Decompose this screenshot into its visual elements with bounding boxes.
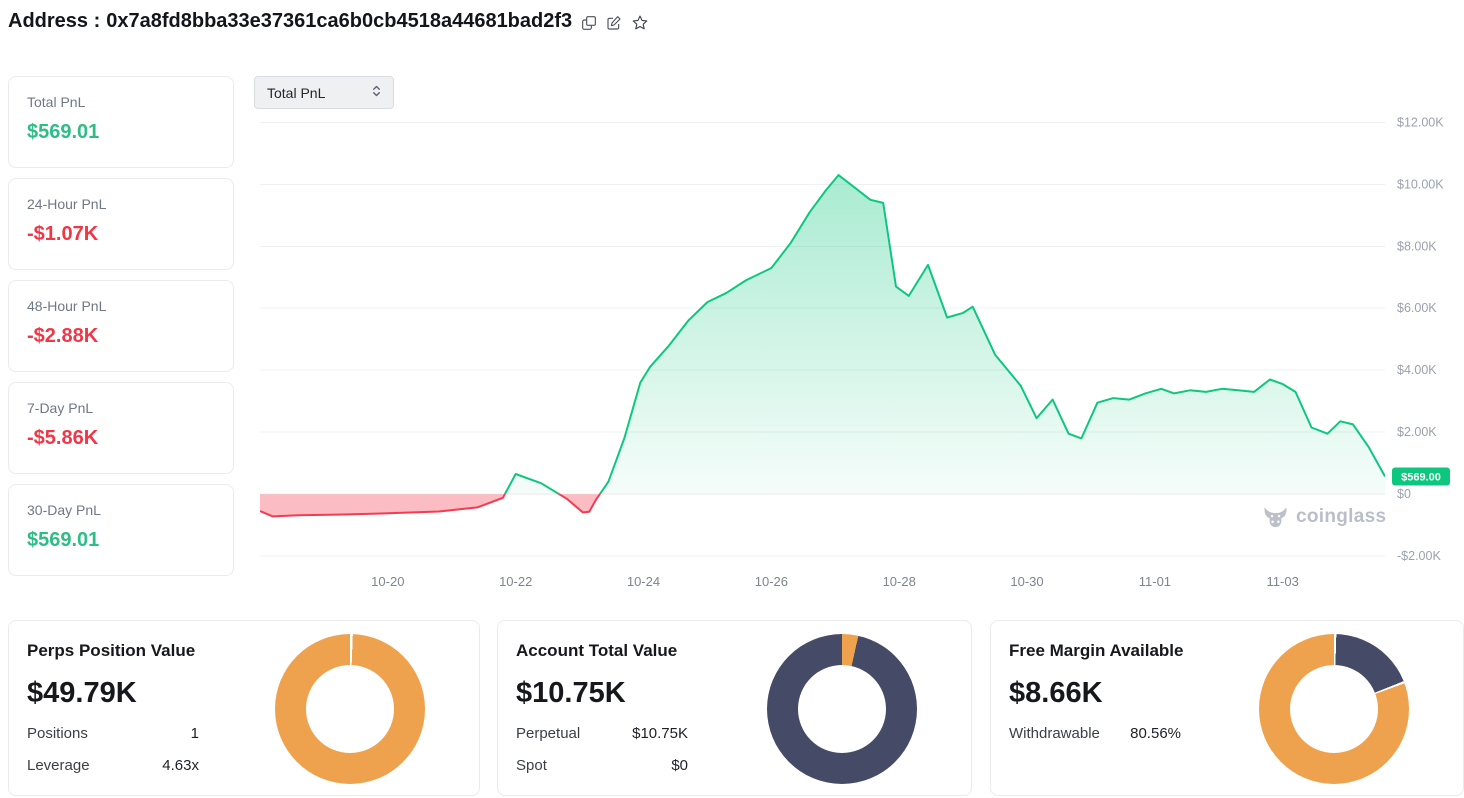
pnl-type-select[interactable]: Total PnL: [254, 76, 394, 109]
coinglass-logo-icon: [1264, 507, 1287, 528]
metric-label: Spot: [516, 757, 547, 774]
address-label: Address :: [8, 10, 101, 32]
card-value: $8.66K: [1009, 677, 1103, 709]
free-margin-card: Free Margin Available $8.66K Withdrawabl…: [990, 620, 1464, 796]
address-title: Address : 0x7a8fd8bba33e37361ca6b0cb4518…: [8, 10, 572, 33]
metric-row: Spot $0: [516, 757, 688, 774]
metric-value: 4.63x: [162, 757, 199, 774]
metric-value: $10.75K: [632, 725, 688, 742]
metric-value: $0: [671, 757, 688, 774]
metric-row: Perpetual $10.75K: [516, 725, 688, 742]
pnl-card-value: $569.01: [27, 121, 100, 143]
total-pnl-card: Total PnL $569.01: [8, 76, 234, 168]
pnl-summary-column: Total PnL $569.01 24-Hour PnL -$1.07K 48…: [8, 76, 234, 576]
coinglass-watermark-label: coinglass: [1296, 505, 1387, 527]
coinglass-watermark: coinglass: [1262, 503, 1386, 530]
svg-text:10-28: 10-28: [883, 574, 916, 589]
pnl-card-label: 7-Day PnL: [27, 400, 94, 416]
metric-value: 1: [190, 725, 199, 742]
svg-text:$2.00K: $2.00K: [1397, 425, 1437, 439]
pnl-card-label: 48-Hour PnL: [27, 298, 107, 314]
metric-label: Leverage: [27, 757, 90, 774]
card-title: Perps Position Value: [27, 641, 196, 660]
page-header: Address : 0x7a8fd8bba33e37361ca6b0cb4518…: [8, 10, 649, 33]
svg-text:$6.00K: $6.00K: [1397, 301, 1437, 315]
svg-text:10-20: 10-20: [371, 574, 404, 589]
account-total-card: Account Total Value $10.75K Perpetual $1…: [497, 620, 972, 796]
chart-section: Total PnL $12.00K $10.00K $8.00K $6.00K $4.0…: [250, 76, 1464, 606]
svg-text:$12.00K: $12.00K: [1397, 115, 1444, 129]
svg-text:10-26: 10-26: [755, 574, 788, 589]
current-value-badge: [1392, 467, 1450, 486]
pnl-card-value: $569.01: [27, 529, 100, 551]
pnl-24h-card: 24-Hour PnL -$1.07K: [8, 178, 234, 270]
pnl-card-value: -$2.88K: [27, 325, 99, 347]
copy-icon[interactable]: [581, 15, 597, 31]
perps-donut-chart: [275, 634, 425, 784]
svg-text:$4.00K: $4.00K: [1397, 363, 1437, 377]
pnl-chart-svg[interactable]: $12.00K $10.00K $8.00K $6.00K $4.00K $2.00K $0…: [260, 110, 1464, 610]
edit-icon[interactable]: [606, 15, 622, 31]
metric-value: 80.56%: [1130, 725, 1181, 742]
pnl-type-select-value: Total PnL: [267, 84, 326, 101]
metric-row: Leverage 4.63x: [27, 757, 199, 774]
pnl-card-value: -$5.86K: [27, 427, 99, 449]
metric-label: Positions: [27, 725, 88, 742]
card-title: Account Total Value: [516, 641, 678, 660]
account-donut-chart: [767, 634, 917, 784]
pnl-30d-card: 30-Day PnL $569.01: [8, 484, 234, 576]
svg-text:11-03: 11-03: [1267, 574, 1299, 589]
svg-text:10-22: 10-22: [499, 574, 532, 589]
card-value: $49.79K: [27, 677, 137, 709]
svg-text:$0: $0: [1397, 487, 1411, 501]
svg-text:$8.00K: $8.00K: [1397, 239, 1437, 253]
pnl-7d-card: 7-Day PnL -$5.86K: [8, 382, 234, 474]
svg-text:$569.00: $569.00: [1401, 472, 1441, 484]
free-margin-donut-chart: [1259, 634, 1409, 784]
star-icon[interactable]: [631, 14, 649, 32]
select-chevrons-icon: [370, 84, 383, 101]
metric-label: Perpetual: [516, 725, 581, 742]
card-title: Free Margin Available: [1009, 641, 1184, 660]
perps-position-card: Perps Position Value $49.79K Positions 1…: [8, 620, 480, 796]
svg-text:10-30: 10-30: [1010, 574, 1043, 589]
pnl-card-label: Total PnL: [27, 94, 86, 110]
metric-label: Withdrawable: [1009, 725, 1100, 742]
pnl-48h-card: 48-Hour PnL -$2.88K: [8, 280, 234, 372]
pnl-card-value: -$1.07K: [27, 223, 99, 245]
svg-text:-$2.00K: -$2.00K: [1397, 549, 1441, 563]
metric-row: Withdrawable 80.56%: [1009, 725, 1181, 742]
card-value: $10.75K: [516, 677, 626, 709]
svg-text:10-24: 10-24: [627, 574, 660, 589]
pnl-card-label: 30-Day PnL: [27, 502, 101, 518]
svg-text:11-01: 11-01: [1139, 574, 1171, 589]
svg-text:$10.00K: $10.00K: [1397, 177, 1444, 191]
address-value: 0x7a8fd8bba33e37361ca6b0cb4518a44681bad2…: [106, 10, 573, 32]
pnl-card-label: 24-Hour PnL: [27, 196, 107, 212]
metric-row: Positions 1: [27, 725, 199, 742]
